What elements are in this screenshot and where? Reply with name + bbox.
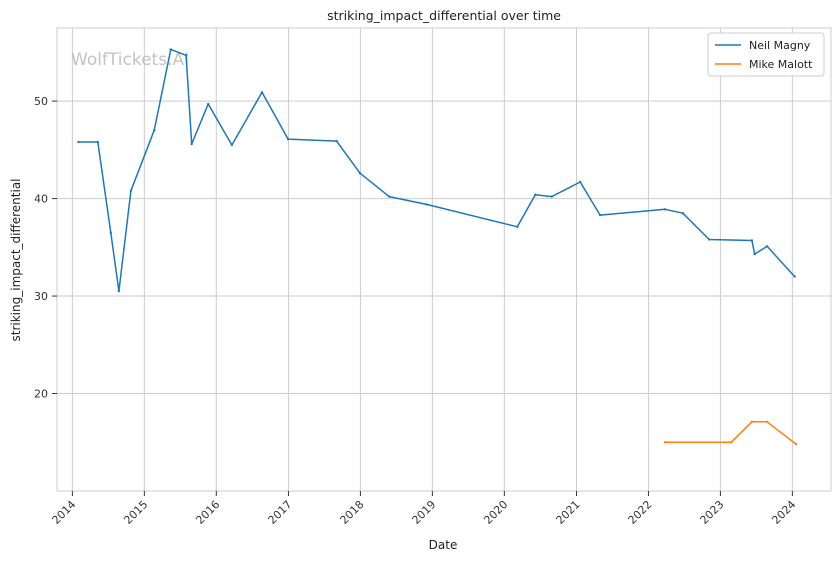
watermark: WolfTickets.AI [71,50,189,70]
y-tick-label: 30 [34,290,48,303]
legend-label-neil-magny: Neil Magny [749,39,811,52]
x-tick-label: 2015 [121,498,150,527]
x-tick-label: 2017 [266,498,295,527]
grid [57,28,831,491]
data-point-mike-malott [750,420,754,423]
data-point-neil-magny [117,289,121,293]
data-point-neil-magny [579,180,582,184]
x-axis-title: Date [429,538,458,552]
y-axis-title: striking_impact_differential [9,178,23,341]
data-point-neil-magny [77,140,80,144]
data-point-neil-magny [663,208,667,211]
data-point-neil-magny [286,137,290,141]
data-point-neil-magny [707,238,711,241]
y-axis-ticks: 20 30 40 50 [34,95,57,401]
x-tick-label: 2016 [193,498,222,527]
data-point-neil-magny [96,140,100,144]
series-layer [77,48,798,446]
legend: Neil Magny Mike Malott [707,32,825,77]
data-point-neil-magny [109,231,113,234]
data-point-neil-magny [129,189,133,192]
data-point-neil-magny [681,212,685,215]
x-tick-label: 2023 [698,498,727,527]
legend-box [707,32,825,77]
data-point-neil-magny [425,203,428,206]
data-point-neil-magny [793,275,796,278]
data-point-neil-magny [550,195,554,198]
y-tick-label: 20 [34,388,48,401]
x-tick-label: 2018 [338,498,367,527]
data-point-neil-magny [190,142,193,146]
data-point-mike-malott [663,441,667,444]
data-point-neil-magny [358,172,362,175]
data-point-mike-malott [794,443,798,446]
watermark-text: WolfTickets.AI [71,50,189,70]
chart-title: striking_impact_differential over time [327,8,561,23]
data-point-neil-magny [598,213,602,217]
x-tick-label: 2024 [769,498,798,527]
y-tick-label: 50 [34,95,48,108]
x-tick-label: 2019 [409,498,438,527]
data-point-neil-magny [207,102,210,106]
data-point-neil-magny [230,143,234,147]
data-point-neil-magny [152,129,156,132]
y-tick-label: 40 [34,193,48,206]
data-point-neil-magny [335,139,338,143]
data-point-neil-magny [750,239,754,242]
data-point-neil-magny [765,245,769,248]
data-point-mike-malott [730,441,733,444]
data-point-neil-magny [169,48,172,51]
data-point-neil-magny [387,195,391,198]
data-point-neil-magny [184,54,188,57]
legend-label-mike-malott: Mike Malott [749,58,813,71]
x-axis-ticks: 2014 2015 2016 2017 2018 2019 2020 2021 2022 2023… [50,491,798,527]
data-point-neil-magny [516,225,519,229]
x-tick-label: 2020 [481,498,510,527]
x-tick-label: 2021 [554,498,583,527]
data-point-neil-magny [260,91,264,94]
x-tick-label: 2022 [626,498,655,527]
data-point-neil-magny [534,193,537,196]
data-point-neil-magny [753,252,756,256]
data-point-mike-malott [765,420,769,423]
x-tick-label: 2014 [50,498,79,527]
plot-area [56,27,832,492]
